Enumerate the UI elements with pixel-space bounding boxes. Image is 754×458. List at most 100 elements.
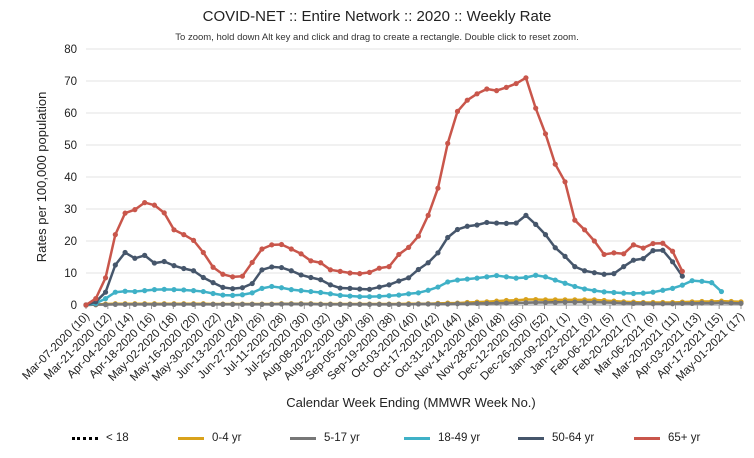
data-point[interactable] (318, 277, 324, 283)
data-point[interactable] (484, 86, 490, 92)
data-point[interactable] (503, 300, 509, 306)
data-point[interactable] (679, 268, 685, 274)
data-point[interactable] (171, 263, 177, 269)
data-point[interactable] (142, 200, 148, 206)
data-point[interactable] (435, 301, 441, 307)
data-point[interactable] (425, 260, 431, 266)
data-point[interactable] (591, 238, 597, 244)
legend-item[interactable]: 0-4 yr (178, 432, 241, 444)
data-point[interactable] (210, 280, 216, 286)
legend-item[interactable]: < 18 (72, 432, 129, 444)
data-point[interactable] (523, 212, 529, 218)
data-point[interactable] (718, 288, 725, 295)
data-point[interactable] (249, 301, 255, 307)
data-point[interactable] (552, 277, 558, 283)
data-point[interactable] (542, 299, 549, 306)
data-point[interactable] (181, 232, 187, 238)
data-point[interactable] (298, 301, 304, 307)
data-point[interactable] (699, 278, 705, 284)
data-point[interactable] (298, 288, 304, 294)
data-point[interactable] (621, 264, 627, 270)
data-point[interactable] (523, 274, 529, 281)
data-point[interactable] (533, 299, 539, 306)
data-point[interactable] (591, 299, 597, 305)
data-point[interactable] (621, 251, 627, 257)
data-point[interactable] (562, 299, 568, 305)
data-point[interactable] (406, 301, 412, 307)
data-point[interactable] (640, 290, 646, 296)
data-point[interactable] (161, 258, 167, 265)
data-point[interactable] (445, 301, 451, 307)
data-point[interactable] (396, 301, 402, 307)
data-point[interactable] (572, 299, 578, 305)
data-point[interactable] (562, 280, 568, 286)
data-point[interactable] (259, 267, 265, 273)
data-point[interactable] (376, 284, 382, 290)
data-point[interactable] (132, 207, 138, 213)
data-point[interactable] (132, 255, 138, 261)
data-point[interactable] (132, 301, 138, 307)
data-point[interactable] (269, 242, 275, 248)
data-point[interactable] (327, 282, 333, 288)
data-point[interactable] (591, 270, 597, 276)
data-point[interactable] (151, 260, 158, 266)
data-point[interactable] (572, 283, 578, 290)
data-point[interactable] (435, 250, 441, 256)
data-point[interactable] (278, 241, 285, 248)
data-point[interactable] (259, 301, 265, 307)
data-point[interactable] (660, 240, 666, 246)
data-point[interactable] (190, 268, 197, 274)
data-point[interactable] (278, 264, 285, 271)
data-point[interactable] (542, 131, 549, 137)
data-point[interactable] (318, 289, 324, 296)
data-point[interactable] (122, 210, 128, 216)
data-point[interactable] (630, 257, 637, 263)
data-point[interactable] (151, 287, 158, 293)
data-point[interactable] (484, 219, 490, 226)
data-point[interactable] (102, 289, 109, 295)
data-point[interactable] (474, 300, 480, 306)
data-point[interactable] (679, 282, 685, 288)
data-point[interactable] (562, 179, 568, 185)
data-point[interactable] (230, 301, 236, 307)
data-point[interactable] (640, 245, 646, 251)
data-point[interactable] (591, 288, 597, 294)
data-point[interactable] (327, 301, 333, 307)
data-point[interactable] (376, 293, 382, 299)
data-point[interactable] (464, 301, 470, 307)
data-point[interactable] (523, 75, 529, 81)
data-point[interactable] (454, 226, 461, 233)
data-point[interactable] (249, 290, 255, 296)
data-point[interactable] (269, 264, 275, 270)
data-point[interactable] (366, 269, 373, 275)
data-point[interactable] (709, 280, 715, 286)
data-point[interactable] (474, 91, 480, 97)
data-point[interactable] (494, 300, 500, 306)
data-point[interactable] (445, 234, 451, 241)
data-point[interactable] (122, 301, 128, 307)
data-point[interactable] (611, 250, 617, 256)
data-point[interactable] (464, 97, 470, 103)
data-point[interactable] (630, 242, 637, 248)
data-point[interactable] (161, 210, 167, 216)
data-point[interactable] (513, 220, 519, 226)
legend-item[interactable]: 65+ yr (634, 432, 700, 444)
data-point[interactable] (386, 282, 392, 288)
data-point[interactable] (454, 301, 461, 307)
data-point[interactable] (513, 300, 519, 306)
data-point[interactable] (406, 291, 412, 297)
data-point[interactable] (190, 301, 197, 307)
data-point[interactable] (435, 284, 441, 290)
data-point[interactable] (318, 301, 324, 307)
data-point[interactable] (220, 292, 226, 298)
data-point[interactable] (484, 300, 490, 306)
data-point[interactable] (581, 227, 588, 233)
data-point[interactable] (581, 286, 588, 292)
data-point[interactable] (386, 264, 392, 270)
data-point[interactable] (151, 301, 158, 307)
data-point[interactable] (288, 287, 294, 293)
data-point[interactable] (318, 260, 324, 266)
data-point[interactable] (601, 289, 607, 295)
data-point[interactable] (278, 285, 285, 291)
data-point[interactable] (269, 283, 275, 290)
